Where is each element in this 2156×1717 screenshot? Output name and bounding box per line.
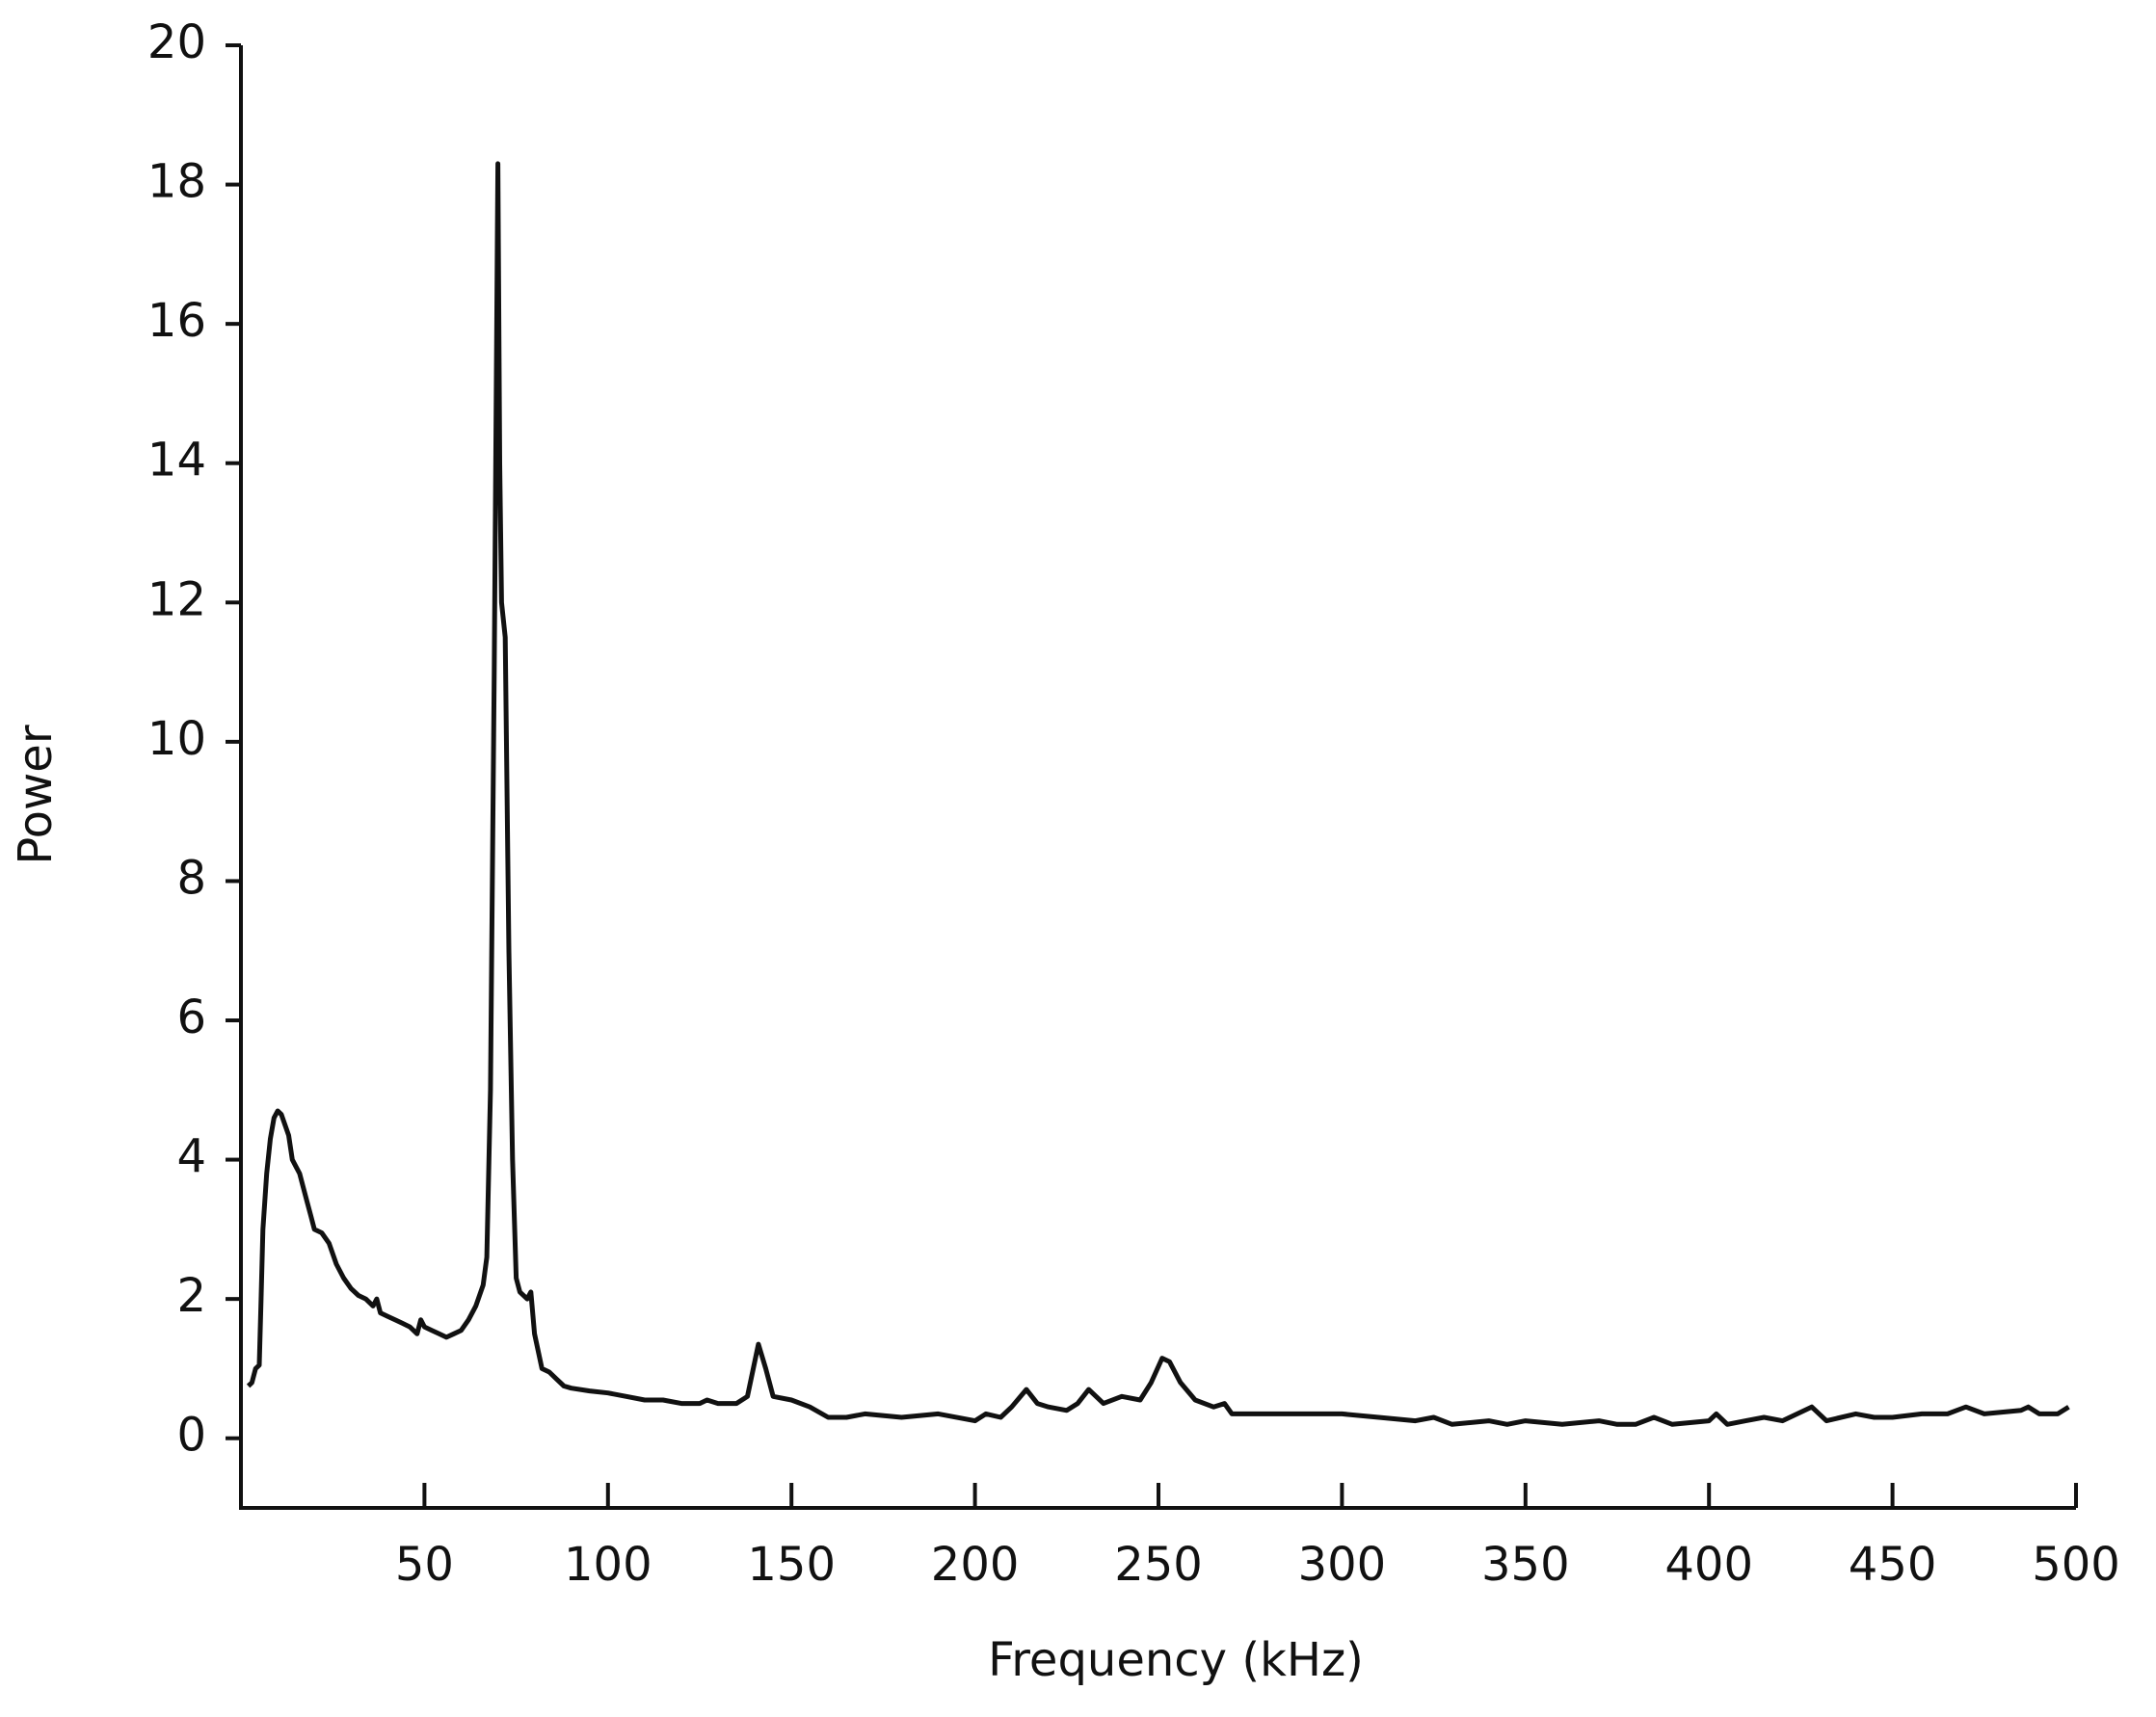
data-line	[246, 161, 2070, 1427]
x-tick-label: 200	[931, 1538, 1020, 1592]
y-axis-label: Power	[9, 725, 63, 864]
x-tick-label: 150	[747, 1538, 836, 1592]
x-tick-label: 50	[395, 1538, 454, 1592]
x-tick-label: 100	[564, 1538, 652, 1592]
y-tick-label: 16	[147, 294, 206, 348]
y-tick-label: 20	[147, 15, 206, 69]
y-tick-label: 2	[176, 1269, 206, 1323]
y-tick-label: 18	[147, 155, 206, 209]
x-tick-label: 400	[1664, 1538, 1753, 1592]
x-tick-label: 500	[2032, 1538, 2120, 1592]
y-tick-label: 12	[147, 572, 206, 626]
y-tick-label: 10	[147, 712, 206, 766]
x-tick-label: 250	[1114, 1538, 1203, 1592]
y-tick-label: 0	[176, 1409, 206, 1463]
y-tick-label: 6	[176, 991, 206, 1044]
y-tick-label: 14	[147, 434, 206, 488]
x-axis-label: Frequency (kHz)	[988, 1633, 1364, 1687]
y-tick-label: 4	[176, 1130, 206, 1184]
x-tick-label: 350	[1481, 1538, 1570, 1592]
x-tick-label: 450	[1849, 1538, 1937, 1592]
x-tick-label: 300	[1298, 1538, 1387, 1592]
y-tick-label: 8	[176, 851, 206, 905]
